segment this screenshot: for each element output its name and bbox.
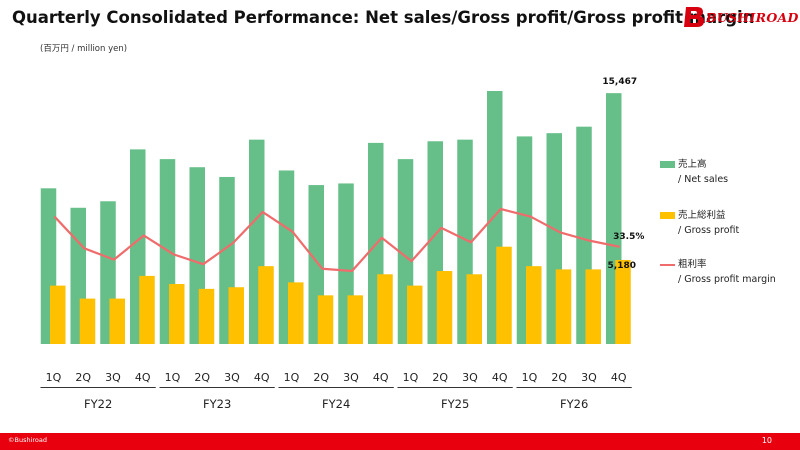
gross-profit-bar xyxy=(317,295,334,344)
gross-profit-bar xyxy=(496,246,512,344)
legend-margin-line-icon xyxy=(660,264,675,266)
quarter-tick-label: 1Q xyxy=(522,371,538,384)
quarter-tick-label: 3Q xyxy=(581,371,597,384)
gross-margin-data-label: 33.5% xyxy=(613,232,644,242)
gross-profit-bar xyxy=(407,285,423,344)
gross-profit-bar xyxy=(555,269,572,344)
quarter-tick-label: 1Q xyxy=(403,371,419,384)
fiscal-year-label: FY26 xyxy=(560,397,588,411)
gross-profit-bar xyxy=(466,274,482,344)
legend-label-jp: 粗利率 xyxy=(678,259,707,270)
page-number: 10 xyxy=(761,436,772,445)
quarter-tick-label: 3Q xyxy=(224,371,240,384)
fiscal-year-label: FY23 xyxy=(203,397,231,411)
gross-profit-bar xyxy=(198,288,215,344)
legend-label-jp: 売上総利益 xyxy=(678,210,726,221)
gross-profit-bar xyxy=(169,283,185,344)
gross-profit-bar xyxy=(436,271,453,344)
fiscal-year-label: FY22 xyxy=(84,397,112,411)
fiscal-year-label: FY25 xyxy=(441,397,469,411)
quarter-tick-label: 1Q xyxy=(46,371,62,384)
unit-label: (百万円 / million yen) xyxy=(40,44,128,54)
copyright: ©Bushiroad xyxy=(8,436,48,444)
quarter-tick-label: 4Q xyxy=(373,371,389,384)
legend-net-sales-swatch-icon xyxy=(660,161,675,168)
legend-label-en: / Net sales xyxy=(678,174,729,185)
quarter-tick-label: 2Q xyxy=(75,371,91,384)
quarter-tick-label: 2Q xyxy=(313,371,329,384)
legend-label-en: / Gross profit margin xyxy=(678,274,776,285)
quarter-tick-label: 4Q xyxy=(254,371,270,384)
quarter-tick-label: 4Q xyxy=(492,371,508,384)
logo-b-icon xyxy=(684,7,704,27)
page-title: Quarterly Consolidated Performance: Net … xyxy=(12,8,755,27)
fiscal-year-label: FY24 xyxy=(322,397,350,411)
gross-profit-bar xyxy=(79,298,96,344)
quarter-tick-label: 2Q xyxy=(432,371,448,384)
quarter-tick-label: 3Q xyxy=(343,371,359,384)
quarter-tick-label: 2Q xyxy=(194,371,210,384)
net-sales-data-label: 15,467 xyxy=(602,77,637,87)
logo-text: BUSHIROAD xyxy=(706,10,799,25)
quarter-tick-label: 1Q xyxy=(284,371,300,384)
footer-bar: ©Bushiroad 10 xyxy=(0,433,800,450)
quarter-tick-label: 2Q xyxy=(551,371,567,384)
gross-profit-bar xyxy=(347,295,363,344)
gross-profit-bar xyxy=(288,282,304,344)
quarter-tick-label: 4Q xyxy=(611,371,627,384)
gross-profit-bar xyxy=(526,266,542,344)
gross-profit-bar xyxy=(377,274,393,344)
gross-profit-bar xyxy=(228,287,244,344)
legend-label-en: / Gross profit xyxy=(678,225,740,236)
quarter-tick-label: 1Q xyxy=(165,371,181,384)
quarter-tick-label: 4Q xyxy=(135,371,151,384)
performance-chart: 1Q 2Q 3Q 4Q 1Q 2Q 3Q 4Q 1Q 2Q 3Q 4Q 1Q 2Q 3Q 4Q 1Q 2Q 3Q 4Q… xyxy=(40,77,644,411)
quarter-tick-label: 3Q xyxy=(105,371,121,384)
gross-profit-bar xyxy=(50,285,66,344)
gross-profit-bar xyxy=(585,269,601,344)
quarter-tick-label: 3Q xyxy=(462,371,478,384)
gross-profit-bar xyxy=(258,266,274,344)
gross-margin-line xyxy=(53,207,620,273)
legend-label-jp: 売上高 xyxy=(678,159,707,170)
gross-profit-bar xyxy=(615,259,631,344)
bushiroad-logo: BUSHIROAD xyxy=(682,5,798,33)
gross-profit-bar xyxy=(139,275,155,344)
gross-profit-bar xyxy=(109,298,125,344)
legend-gross-profit-swatch-icon xyxy=(660,212,675,219)
gross-profit-data-label: 5,180 xyxy=(608,261,636,271)
